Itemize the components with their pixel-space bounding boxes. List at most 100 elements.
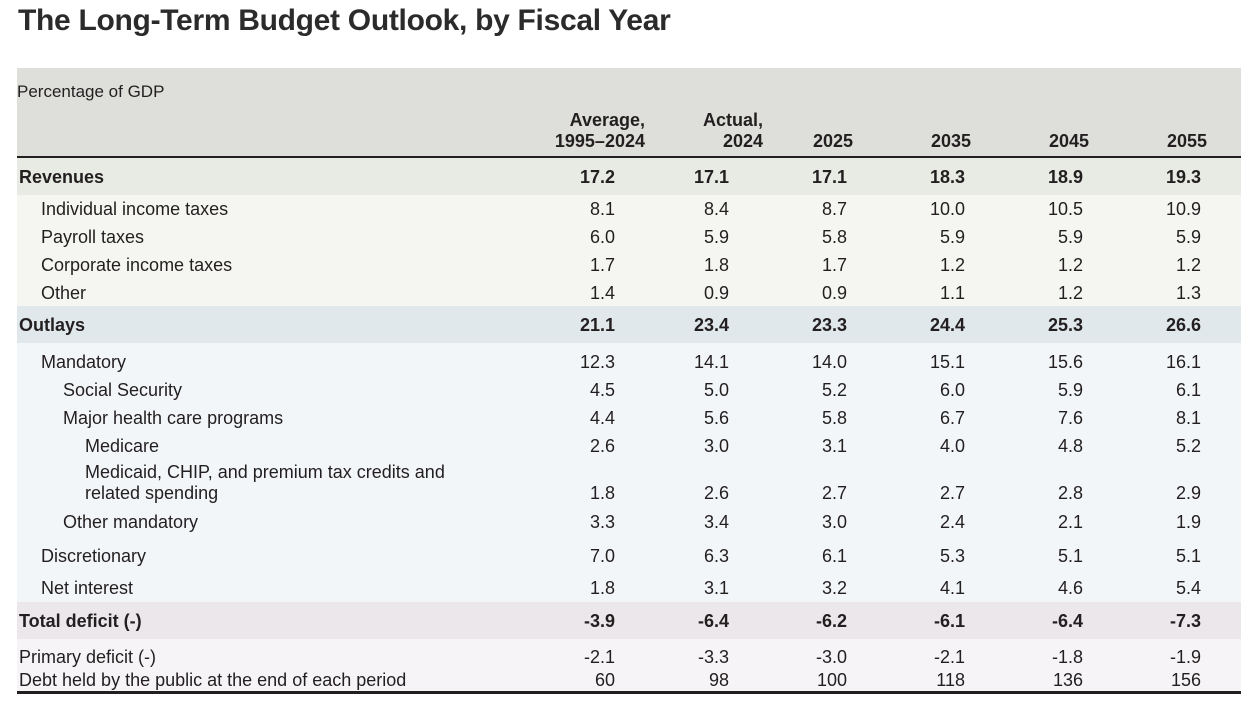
table-row: Payroll taxes 6.0 5.9 5.8 5.9 5.9 5.9 bbox=[17, 223, 1241, 251]
table-cell: 5.3 bbox=[939, 546, 965, 566]
table-cell: 0.9 bbox=[821, 283, 847, 303]
row-label: Total deficit (-) bbox=[19, 611, 142, 632]
table-cell: 5.9 bbox=[939, 227, 965, 247]
table-cell: 4.6 bbox=[1057, 578, 1083, 598]
row-label: Medicaid, CHIP, and premium tax credits … bbox=[85, 462, 445, 504]
column-header-line2: 2045 bbox=[1048, 131, 1089, 151]
table-cell: 1.7 bbox=[589, 255, 615, 275]
row-label: Primary deficit (-) bbox=[19, 647, 156, 668]
table-cell: 1.2 bbox=[939, 255, 965, 275]
row-label: Payroll taxes bbox=[41, 227, 144, 248]
table-cell: 6.3 bbox=[703, 546, 729, 566]
budget-table: Percentage of GDP Average, 1995–2024 Act… bbox=[17, 68, 1241, 694]
table-cell: 2.6 bbox=[589, 436, 615, 456]
row-label: Outlays bbox=[19, 315, 85, 336]
table-cell: 5.8 bbox=[821, 227, 847, 247]
table-cell: 3.3 bbox=[589, 512, 615, 532]
table-cell: 2.7 bbox=[821, 483, 847, 503]
row-label: Other mandatory bbox=[63, 512, 198, 533]
table-row: Other mandatory 3.3 3.4 3.0 2.4 2.1 1.9 bbox=[17, 508, 1241, 538]
row-label: Individual income taxes bbox=[41, 199, 228, 220]
table-cell: 98 bbox=[708, 670, 729, 690]
table-row: Medicare 2.6 3.0 3.1 4.0 4.8 5.2 bbox=[17, 432, 1241, 460]
table-cell: 3.1 bbox=[821, 436, 847, 456]
table-cell: -1.8 bbox=[1051, 647, 1083, 667]
row-label-text: Debt held by the public at the end of ea… bbox=[19, 670, 407, 690]
column-header-line2: 2035 bbox=[930, 131, 971, 151]
table-cell: 10.0 bbox=[929, 199, 965, 219]
table-cell: 5.9 bbox=[1057, 227, 1083, 247]
table-cell: 5.4 bbox=[1175, 578, 1201, 598]
table-cell: 2.1 bbox=[1057, 512, 1083, 532]
table-cell: 6.0 bbox=[589, 227, 615, 247]
table-row: Social Security 4.5 5.0 5.2 6.0 5.9 6.1 bbox=[17, 376, 1241, 404]
table-cell: 2.8 bbox=[1057, 483, 1083, 503]
table-cell: 17.1 bbox=[811, 167, 847, 187]
table-row: Other 1.4 0.9 0.9 1.1 1.2 1.3 bbox=[17, 279, 1241, 306]
table-cell: 136 bbox=[1052, 670, 1083, 690]
row-label-text: Medicare bbox=[85, 436, 160, 456]
unit-label: Percentage of GDP bbox=[17, 82, 165, 101]
row-label-text: Corporate income taxes bbox=[41, 255, 233, 275]
table-cell: 3.1 bbox=[703, 578, 729, 598]
table-cell: 15.1 bbox=[929, 352, 965, 372]
table-cell: 24.4 bbox=[929, 315, 965, 335]
row-label-text: Medicaid, CHIP, and premium tax credits … bbox=[85, 462, 445, 482]
table-row: Major health care programs 4.4 5.6 5.8 6.7 7.… bbox=[17, 404, 1241, 432]
column-header-2035: 2035 bbox=[891, 131, 971, 152]
table-cell: 5.2 bbox=[821, 380, 847, 400]
table-cell: 1.8 bbox=[703, 255, 729, 275]
table-cell: 23.4 bbox=[693, 315, 729, 335]
table-cell: 8.4 bbox=[703, 199, 729, 219]
row-label: Debt held by the public at the end of ea… bbox=[19, 670, 406, 691]
table-row: Discretionary 7.0 6.3 6.1 5.3 5.1 5.1 bbox=[17, 538, 1241, 570]
table-cell: 10.5 bbox=[1047, 199, 1083, 219]
table-cell: 17.2 bbox=[579, 167, 615, 187]
table-cell: 25.3 bbox=[1047, 315, 1083, 335]
table-cell: 16.1 bbox=[1165, 352, 1201, 372]
table-cell: 3.2 bbox=[821, 578, 847, 598]
column-header-line2: 2025 bbox=[812, 131, 853, 151]
row-label-text: Net interest bbox=[41, 578, 134, 598]
row-label: Discretionary bbox=[41, 546, 146, 567]
table-cell: 6.0 bbox=[939, 380, 965, 400]
table-cell: 5.9 bbox=[1175, 227, 1201, 247]
row-label-text: Social Security bbox=[63, 380, 183, 400]
table-cell: 1.3 bbox=[1175, 283, 1201, 303]
row-label-text: Discretionary bbox=[41, 546, 147, 566]
table-cell: 19.3 bbox=[1165, 167, 1201, 187]
column-header-actual: Actual, 2024 bbox=[657, 110, 763, 152]
table-row: Revenues 17.2 17.1 17.1 18.3 18.9 19.3 bbox=[17, 158, 1241, 195]
table-cell: 26.6 bbox=[1165, 315, 1201, 335]
column-header-line1: Actual, bbox=[702, 110, 763, 130]
row-label: Net interest bbox=[41, 578, 133, 599]
table-cell: 3.4 bbox=[703, 512, 729, 532]
row-label: Mandatory bbox=[41, 352, 126, 373]
table-cell: 1.2 bbox=[1057, 255, 1083, 275]
table-cell: 1.8 bbox=[589, 578, 615, 598]
column-header-2045: 2045 bbox=[1009, 131, 1089, 152]
table-cell: 6.1 bbox=[1175, 380, 1201, 400]
table-cell: 1.8 bbox=[589, 483, 615, 503]
table-cell: 18.9 bbox=[1047, 167, 1083, 187]
bottom-rule bbox=[17, 691, 1241, 694]
row-label: Major health care programs bbox=[63, 408, 283, 429]
table-cell: 5.9 bbox=[1057, 380, 1083, 400]
table-cell: 18.3 bbox=[929, 167, 965, 187]
table-row: Debt held by the public at the end of ea… bbox=[17, 668, 1241, 691]
table-row: Primary deficit (-) -2.1 -3.3 -3.0 -2.1 -1.8 -… bbox=[17, 639, 1241, 668]
table-cell: 17.1 bbox=[693, 167, 729, 187]
table-cell: 100 bbox=[816, 670, 847, 690]
column-header-2025: 2025 bbox=[773, 131, 853, 152]
table-cell: 1.1 bbox=[939, 283, 965, 303]
table-row: Medicaid, CHIP, and premium tax credits … bbox=[17, 460, 1241, 508]
column-header-line1: Average, bbox=[569, 110, 645, 130]
row-label-text: Individual income taxes bbox=[41, 199, 229, 219]
table-cell: -3.3 bbox=[697, 647, 729, 667]
row-label-text: Other mandatory bbox=[63, 512, 199, 532]
table-body: Revenues 17.2 17.1 17.1 18.3 18.9 19.3 Individu… bbox=[17, 158, 1241, 691]
table-row: Net interest 1.8 3.1 3.2 4.1 4.6 5.4 bbox=[17, 570, 1241, 602]
table-cell: 7.6 bbox=[1057, 408, 1083, 428]
table-cell: 2.9 bbox=[1175, 483, 1201, 503]
table-cell: 1.2 bbox=[1057, 283, 1083, 303]
